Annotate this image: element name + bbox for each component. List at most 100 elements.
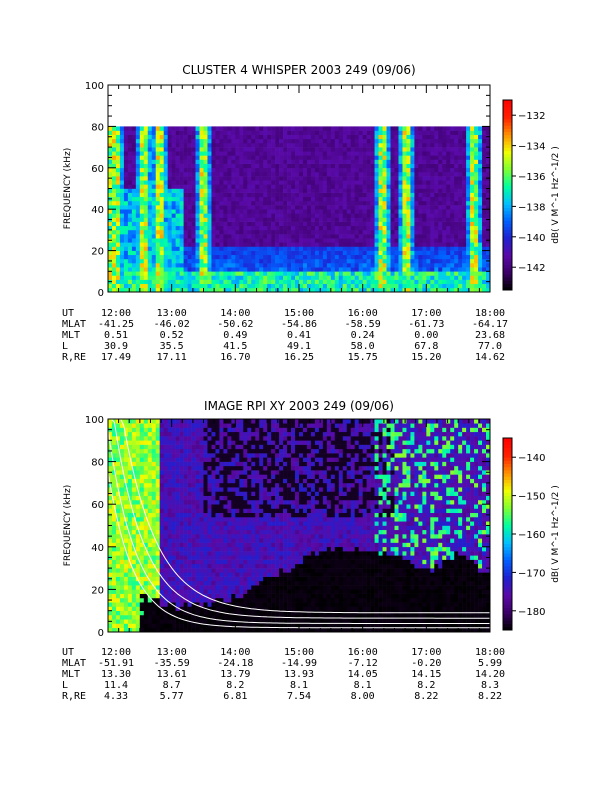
heatmap-cell bbox=[119, 529, 125, 535]
heatmap-cell bbox=[139, 593, 145, 599]
heatmap-cell bbox=[446, 225, 451, 231]
heatmap-cell bbox=[426, 283, 431, 289]
heatmap-cell bbox=[111, 593, 117, 599]
heatmap-cell bbox=[135, 188, 141, 193]
heatmap-cell bbox=[108, 225, 113, 231]
heatmap-cell bbox=[330, 130, 336, 135]
heatmap-cell bbox=[191, 242, 196, 247]
heatmap-cell bbox=[195, 271, 200, 276]
heatmap-cell bbox=[426, 242, 431, 247]
heatmap-cell bbox=[108, 180, 113, 185]
heatmap-cell bbox=[135, 597, 141, 603]
heatmap-cell bbox=[139, 555, 145, 560]
heatmap-cell bbox=[255, 130, 260, 135]
heatmap-cell bbox=[195, 138, 200, 144]
heatmap-cell bbox=[143, 623, 149, 629]
heatmap-cell bbox=[263, 263, 268, 268]
heatmap-cell bbox=[295, 180, 300, 185]
heatmap-cell bbox=[474, 221, 479, 227]
heatmap-cell bbox=[450, 238, 455, 243]
heatmap-cell bbox=[203, 196, 208, 202]
heatmap-cell bbox=[127, 508, 133, 514]
heatmap-cell bbox=[342, 221, 348, 227]
heatmap-cell bbox=[159, 499, 165, 505]
heatmap-cell bbox=[346, 142, 352, 148]
heatmap-cell bbox=[199, 147, 204, 152]
heatmap-cell bbox=[259, 217, 264, 222]
heatmap-cell bbox=[398, 287, 403, 293]
heatmap-cell bbox=[314, 234, 320, 239]
heatmap-cell bbox=[191, 209, 196, 214]
heatmap-cell bbox=[310, 196, 316, 202]
heatmap-cell bbox=[386, 213, 391, 218]
heatmap-cell bbox=[382, 134, 387, 140]
heatmap-cell bbox=[474, 205, 479, 210]
heatmap-cell bbox=[326, 250, 332, 256]
heatmap-cell bbox=[235, 254, 240, 260]
heatmap-cell bbox=[410, 155, 415, 160]
heatmap-cell bbox=[167, 134, 172, 140]
heatmap-cell bbox=[139, 200, 145, 206]
heatmap-cell bbox=[143, 457, 149, 462]
heatmap-cell bbox=[143, 200, 149, 206]
heatmap-cell bbox=[310, 263, 316, 268]
heatmap-cell bbox=[127, 151, 133, 156]
heatmap-cell bbox=[263, 287, 268, 293]
heatmap-cell bbox=[306, 217, 312, 222]
heatmap-cell bbox=[215, 134, 220, 140]
heatmap-cell bbox=[123, 589, 129, 594]
heatmap-cell bbox=[470, 234, 475, 239]
heatmap-cell bbox=[239, 267, 244, 272]
heatmap-cell bbox=[482, 246, 487, 251]
heatmap-cell bbox=[334, 200, 340, 206]
heatmap-cell bbox=[239, 163, 244, 169]
heatmap-cell bbox=[446, 263, 451, 268]
heatmap-cell bbox=[155, 250, 161, 256]
heatmap-cell bbox=[127, 176, 133, 181]
heatmap-cell bbox=[135, 448, 141, 454]
heatmap-cell bbox=[167, 516, 172, 522]
heatmap-cell bbox=[318, 221, 324, 227]
heatmap-cell bbox=[306, 176, 312, 181]
heatmap-cell bbox=[398, 234, 403, 239]
heatmap-cell bbox=[139, 167, 145, 173]
heatmap-cell bbox=[478, 279, 483, 285]
heatmap-cell bbox=[115, 419, 121, 424]
heatmap-cell bbox=[314, 176, 320, 181]
heatmap-cell bbox=[251, 287, 256, 293]
heatmap-cell bbox=[378, 126, 383, 131]
heatmap-cell bbox=[306, 196, 312, 202]
heatmap-cell bbox=[151, 529, 157, 535]
heatmap-cell bbox=[175, 542, 180, 548]
heatmap-cell bbox=[263, 167, 268, 173]
heatmap-cell bbox=[135, 126, 141, 131]
heatmap-cell bbox=[187, 242, 192, 247]
heatmap-cell bbox=[374, 271, 379, 276]
heatmap-cell bbox=[119, 184, 125, 189]
heatmap-cell bbox=[115, 192, 121, 198]
heatmap-cell bbox=[474, 271, 479, 276]
heatmap-cell bbox=[123, 487, 129, 492]
heatmap-cell bbox=[259, 225, 264, 231]
heatmap-cell bbox=[167, 551, 172, 556]
heatmap-cell bbox=[287, 275, 292, 280]
heatmap-cell bbox=[346, 217, 352, 222]
heatmap-cell bbox=[406, 188, 411, 193]
heatmap-cell bbox=[442, 271, 447, 276]
heatmap-cell bbox=[322, 275, 328, 280]
heatmap-cell bbox=[191, 279, 196, 285]
heatmap-cell bbox=[247, 151, 252, 156]
heatmap-cell bbox=[470, 142, 475, 148]
heatmap-cell bbox=[235, 279, 240, 285]
heatmap-cell bbox=[215, 258, 220, 264]
heatmap-cell bbox=[147, 192, 153, 198]
colorbar-swatch bbox=[503, 134, 512, 139]
heatmap-cell bbox=[398, 263, 403, 268]
heatmap-cell bbox=[386, 159, 391, 164]
heatmap-cell bbox=[426, 271, 431, 276]
heatmap-cell bbox=[291, 142, 296, 148]
heatmap-cell bbox=[243, 275, 248, 280]
heatmap-cell bbox=[271, 167, 276, 173]
heatmap-cell bbox=[486, 221, 491, 227]
heatmap-cell bbox=[131, 461, 137, 467]
